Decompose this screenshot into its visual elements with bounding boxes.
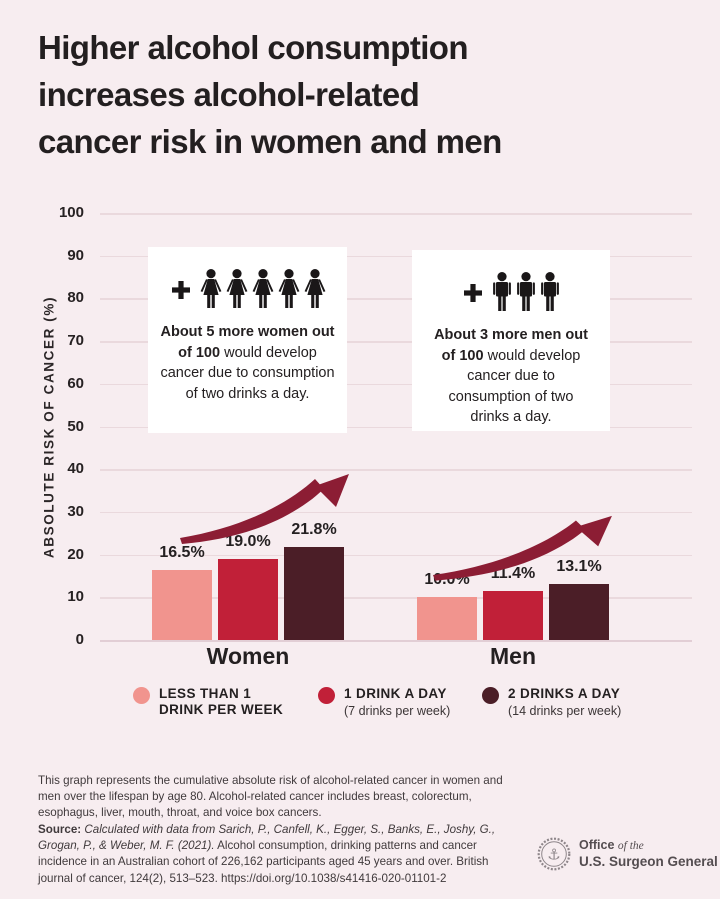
gridline-60 <box>100 383 692 386</box>
gridline-10 <box>100 597 692 599</box>
svg-text:⚓: ⚓ <box>547 846 560 864</box>
title-line-1: Higher alcohol consumption <box>38 29 469 66</box>
y-tick-label: 50 <box>67 417 84 435</box>
legend-swatch-dark-icon <box>482 687 499 704</box>
footnote-text: This graph represents the cumulative abs… <box>38 774 503 820</box>
legend-item-less-than-1: LESS THAN 1 DRINK PER WEEK <box>133 686 289 718</box>
anchor-seal-icon: ⚓ <box>537 837 571 871</box>
callout-women-icons <box>148 267 347 313</box>
legend-swatch-red-icon <box>318 687 335 704</box>
legend-label: 2 DRINKS A DAY <box>508 686 621 701</box>
man-icon <box>541 272 559 311</box>
man-icon <box>493 272 511 311</box>
plus-icon <box>171 281 190 299</box>
gridline-40 <box>100 469 692 471</box>
trend-arrow-men-icon <box>433 515 612 581</box>
callout-women-rest: would develop cancer due to consumption … <box>160 344 335 402</box>
bar-men-3 <box>549 584 609 640</box>
woman-icon <box>226 269 247 308</box>
legend-label: 1 DRINK A DAY <box>344 686 447 701</box>
title-line-3: cancer risk in women and men <box>38 123 502 161</box>
surgeon-general-logo: ⚓ Office of the U.S. Surgeon General <box>537 837 718 871</box>
logo-org: U.S. Surgeon General <box>579 853 718 869</box>
woman-icon <box>200 269 221 308</box>
source-text: Source: Calculated with data from Sarich… <box>38 822 510 887</box>
logo-of-the: of the <box>617 840 644 853</box>
group-label-men: Men <box>490 643 536 669</box>
bar-value-label: 13.1% <box>556 558 602 576</box>
y-tick-label: 0 <box>75 631 84 648</box>
callout-men: About 3 more men out of 100 would develo… <box>412 250 610 431</box>
trend-arrow-women-icon <box>180 474 349 544</box>
callout-men-icons <box>412 270 610 316</box>
man-icon <box>517 272 535 311</box>
page-title: Higher alcohol consumption increases alc… <box>38 24 502 166</box>
bar-women-1 <box>152 569 212 640</box>
woman-icon <box>304 269 325 308</box>
legend-item-1-drink: 1 DRINK A DAY (7 drinks per week) <box>318 686 450 718</box>
gridline-100 <box>100 213 692 215</box>
y-tick-label: 80 <box>67 289 84 307</box>
y-tick-label: 60 <box>67 374 84 392</box>
logo-office: Office <box>579 838 615 853</box>
bar-women-2 <box>218 558 278 640</box>
callout-men-bold: About 3 more men out of 100 <box>434 327 588 364</box>
gridline-0 <box>100 640 692 642</box>
callout-women: About 5 more women out of 100 would deve… <box>148 247 347 433</box>
bar-value-label: 16.5% <box>159 543 205 561</box>
source-label: Source: <box>38 823 82 836</box>
woman-icon <box>278 269 299 308</box>
y-tick-label: 20 <box>67 545 84 563</box>
legend-swatch-pink-icon <box>133 687 150 704</box>
y-tick-label: 30 <box>67 502 84 520</box>
gridline-90 <box>100 255 692 258</box>
plus-icon <box>464 284 482 302</box>
woman-icon <box>252 269 273 308</box>
callout-women-text: About 5 more women out of 100 would deve… <box>159 322 337 404</box>
gridline-80 <box>100 298 692 300</box>
group-label-women: Women <box>206 643 290 669</box>
source-citation: Calculated with data from Sarich, P., Ca… <box>38 823 496 853</box>
title-line-2: increases alcohol-related <box>38 76 420 114</box>
y-tick-label: 10 <box>67 588 84 606</box>
bar-women-3 <box>284 546 344 640</box>
bar-men-1 <box>417 597 477 640</box>
y-tick-label: 40 <box>67 460 84 478</box>
bar-men-2 <box>483 591 543 640</box>
bar-value-label: 21.8% <box>291 520 337 538</box>
gridline-30 <box>100 511 692 514</box>
callout-women-bold: About 5 more women out of 100 <box>160 324 335 361</box>
callout-men-rest: would develop cancer due to consumption … <box>448 347 581 426</box>
legend-item-2-drinks: 2 DRINKS A DAY (14 drinks per week) <box>482 686 621 718</box>
gridline-50 <box>100 426 692 429</box>
legend-sublabel: (7 drinks per week) <box>344 704 451 719</box>
legend-label: LESS THAN 1 DRINK PER WEEK <box>159 686 284 718</box>
y-tick-label: 100 <box>58 204 84 221</box>
logo-text: Office of the U.S. Surgeon General <box>579 838 718 870</box>
legend-sublabel: (14 drinks per week) <box>508 704 622 719</box>
y-tick-label: 70 <box>67 332 84 350</box>
bar-value-label: 19.0% <box>225 532 271 550</box>
gridline-20 <box>100 554 692 557</box>
y-tick-label: 90 <box>67 246 84 264</box>
source-rest: Alcohol consumption, drinking patterns a… <box>38 839 489 885</box>
gridline-70 <box>100 341 692 343</box>
callout-men-text: About 3 more men out of 100 would develo… <box>433 325 589 428</box>
